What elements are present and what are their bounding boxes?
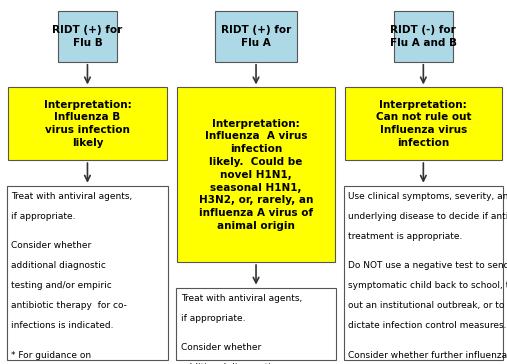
Text: Interpretation:
Can not rule out
Influenza virus
infection: Interpretation: Can not rule out Influen… <box>376 100 471 148</box>
Text: Do NOT use a negative test to send a: Do NOT use a negative test to send a <box>348 261 507 270</box>
Text: treatment is appropriate.: treatment is appropriate. <box>348 232 463 241</box>
Text: infections is indicated.: infections is indicated. <box>11 321 114 331</box>
Text: Consider whether: Consider whether <box>181 343 261 352</box>
Text: Consider whether: Consider whether <box>11 241 91 250</box>
Bar <box>344 186 503 360</box>
Text: additional diagnostic: additional diagnostic <box>11 261 106 270</box>
Text: dictate infection control measures.: dictate infection control measures. <box>348 321 507 331</box>
Bar <box>215 11 297 62</box>
Text: antibiotic therapy  for co-: antibiotic therapy for co- <box>11 301 127 310</box>
Text: additional diagnostic: additional diagnostic <box>181 363 276 364</box>
Bar <box>345 87 502 160</box>
Text: RIDT (+) for
Flu B: RIDT (+) for Flu B <box>52 25 123 48</box>
Text: Consider whether further influenza: Consider whether further influenza <box>348 351 507 360</box>
Text: out an institutional outbreak, or to: out an institutional outbreak, or to <box>348 301 504 310</box>
Bar <box>176 288 336 360</box>
Text: if appropriate.: if appropriate. <box>11 212 76 221</box>
Text: RIDT (-) for
Flu A and B: RIDT (-) for Flu A and B <box>390 25 457 48</box>
Text: Treat with antiviral agents,: Treat with antiviral agents, <box>181 294 302 303</box>
Bar <box>177 87 335 262</box>
Bar <box>58 11 117 62</box>
Bar <box>7 186 168 360</box>
Text: symptomatic child back to school, to rule: symptomatic child back to school, to rul… <box>348 281 507 290</box>
Text: Treat with antiviral agents,: Treat with antiviral agents, <box>11 192 132 201</box>
Bar <box>8 87 167 160</box>
Text: * For guidance on: * For guidance on <box>11 351 91 360</box>
Text: testing and/or empiric: testing and/or empiric <box>11 281 112 290</box>
Bar <box>394 11 453 62</box>
Text: underlying disease to decide if antiviral: underlying disease to decide if antivira… <box>348 212 507 221</box>
Text: RIDT (+) for
Flu A: RIDT (+) for Flu A <box>221 25 291 48</box>
Text: Interpretation:
Influenza  A virus
infection
likely.  Could be
novel H1N1,
seaso: Interpretation: Influenza A virus infect… <box>199 119 313 231</box>
Text: Interpretation:
Influenza B
virus infection
likely: Interpretation: Influenza B virus infect… <box>44 100 131 148</box>
Text: if appropriate.: if appropriate. <box>181 314 245 323</box>
Text: Use clinical symptoms, severity, and: Use clinical symptoms, severity, and <box>348 192 507 201</box>
